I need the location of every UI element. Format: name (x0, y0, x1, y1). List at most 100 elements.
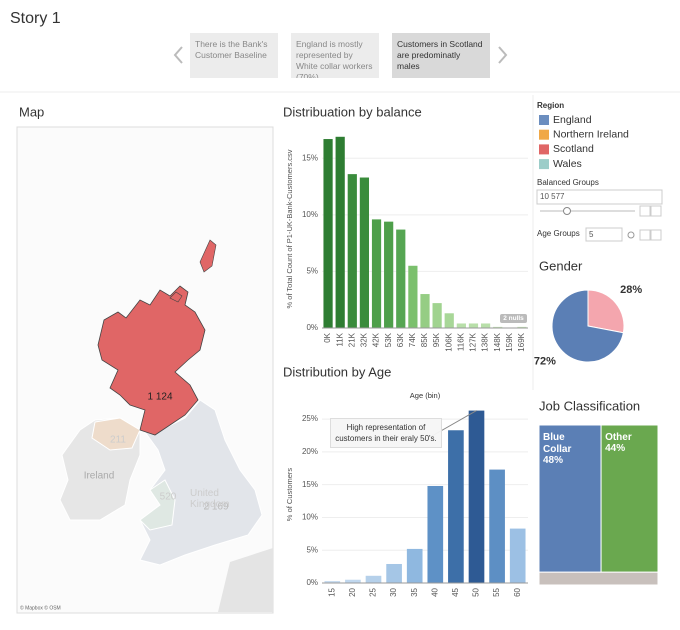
y-tick-label: 15% (302, 480, 318, 489)
age-reset[interactable] (627, 231, 635, 239)
bar (386, 563, 402, 583)
pie-label: 28% (620, 284, 642, 296)
pie-slice (551, 289, 624, 363)
bar (406, 548, 423, 583)
next-arrow[interactable] (498, 46, 508, 64)
x-tick-label: 45 (451, 587, 460, 596)
x-tick-label: 55 (492, 587, 501, 596)
y-tick-label: 25% (302, 414, 318, 423)
bar (444, 313, 454, 328)
map-label: United Kingdom (190, 488, 230, 510)
bar (493, 326, 503, 328)
y-tick-label: 5% (306, 267, 318, 276)
x-tick-label: 106K (444, 332, 453, 351)
step-up[interactable] (650, 205, 662, 217)
x-tick-label: 53K (384, 332, 393, 347)
y-tick-label: 15% (302, 153, 318, 162)
scotland[interactable] (97, 285, 206, 436)
chart-title: Distribution by Age (283, 364, 391, 379)
legend-swatch (539, 144, 549, 155)
x-tick-label: 40 (430, 587, 439, 596)
step-down[interactable] (639, 229, 651, 241)
x-tick-label: 63K (396, 332, 405, 347)
legend-swatch (539, 159, 549, 170)
slider-knob[interactable] (563, 207, 571, 215)
treemap-cell (538, 571, 659, 586)
control-label: Balanced Groups (537, 178, 599, 187)
x-tick-label: 15 (327, 587, 336, 596)
x-tick-label: 21K (347, 332, 356, 347)
story-point[interactable]: There is the Bank's Customer Baseline (190, 33, 278, 78)
bar (427, 485, 444, 583)
treemap-cell (600, 424, 659, 573)
treemap-cell (538, 424, 602, 573)
control-value: 10 577 (540, 192, 565, 201)
story-title: Story 1 (10, 10, 61, 27)
story-point[interactable]: England is mostly represented by White c… (291, 33, 379, 78)
step-up[interactable] (650, 229, 662, 241)
y-tick-label: 10% (302, 210, 318, 219)
continent (218, 548, 273, 612)
bar (420, 294, 430, 328)
y-axis-label: % of Total Count of P1-UK-Bank-Customers… (285, 149, 294, 308)
age-input[interactable] (585, 227, 623, 242)
x-tick-label: 148K (493, 332, 502, 351)
map-label: 1 124 (147, 392, 172, 403)
legend-label: Northern Ireland (553, 128, 629, 140)
x-tick-label: 50 (472, 587, 481, 596)
wales[interactable] (139, 479, 176, 531)
bar (432, 303, 442, 328)
orkney[interactable] (169, 291, 183, 303)
y-tick-label: 0% (306, 323, 318, 332)
map-label: 2 169 (203, 502, 228, 513)
x-tick-label: 25 (369, 587, 378, 596)
y-tick-label: 0% (306, 578, 318, 587)
bar (468, 323, 479, 328)
map-label: Ireland (84, 471, 115, 482)
map-label: 520 (160, 492, 177, 503)
bar (408, 265, 418, 328)
x-tick-label: 35 (410, 587, 419, 596)
shetland[interactable] (199, 239, 217, 273)
bar (335, 136, 345, 328)
annotation: High representation of customers in thei… (330, 418, 442, 448)
northern-ireland[interactable] (91, 417, 141, 451)
bar (448, 430, 464, 583)
balance-input[interactable] (536, 189, 663, 205)
prev-arrow[interactable] (173, 46, 183, 64)
map-title: Map (19, 104, 44, 119)
treemap-category: Other (605, 432, 632, 443)
pie-slice (587, 289, 625, 334)
bar (489, 469, 505, 583)
story-point[interactable]: Customers in Scotland are predominatly m… (392, 33, 490, 78)
treemap-value: 48% (543, 455, 564, 466)
bar (359, 177, 370, 328)
x-tick-label: 127K (469, 332, 478, 351)
step-down[interactable] (639, 205, 651, 217)
x-tick-label: 116K (456, 332, 465, 351)
x-tick-label: 32K (360, 332, 369, 347)
x-tick-label: 74K (408, 332, 417, 347)
x-tick-label: 95K (432, 332, 441, 347)
bar (324, 581, 341, 583)
x-tick-label: 138K (481, 332, 490, 351)
pie-label: 72% (534, 356, 556, 368)
treemap-value: 44% (605, 443, 626, 454)
map-label: 211 (110, 435, 126, 446)
legend-title: Region (537, 101, 564, 110)
legend-label: Scotland (553, 143, 594, 155)
legend-swatch (539, 129, 549, 140)
bar (365, 575, 382, 583)
x-tick-label: 159K (505, 332, 514, 351)
null-label: 2 nulls (503, 315, 524, 322)
y-tick-label: 20% (302, 447, 318, 456)
bar (371, 219, 382, 328)
chart-title: Distribuation by balance (283, 104, 422, 119)
legend-swatch (539, 115, 549, 125)
bar (384, 221, 394, 328)
control-label: Age Groups (537, 229, 580, 238)
bar (347, 174, 357, 328)
bar (480, 323, 491, 328)
x-tick-label: 169K (517, 332, 526, 351)
